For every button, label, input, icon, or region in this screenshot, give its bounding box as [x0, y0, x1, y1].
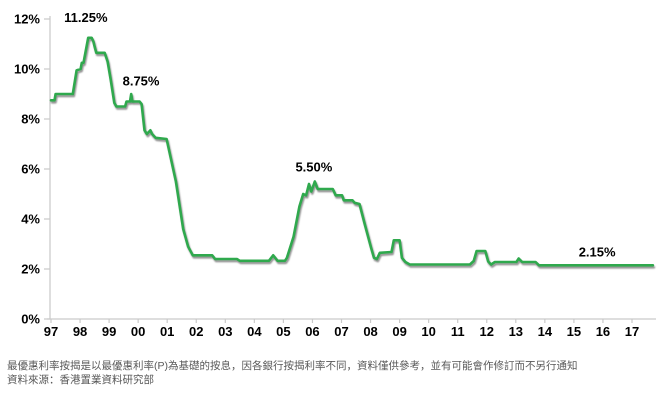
y-axis-label: 4%: [21, 212, 40, 227]
prime-rate-mortgage-line-group: [49, 36, 655, 267]
x-axis-label: 12: [480, 324, 494, 339]
annotation-label: 2.15%: [579, 244, 616, 259]
footnote-disclaimer: 最優惠利率按揭是以最優惠利率(P)為基礎的按息，因各銀行按揭利率不同，資料僅供參…: [7, 360, 578, 372]
x-axis-label: 99: [102, 324, 116, 339]
annotation-label: 11.25%: [64, 10, 108, 25]
x-axis-label: 09: [392, 324, 406, 339]
x-axis-label: 97: [44, 324, 58, 339]
x-axis-label: 17: [625, 324, 639, 339]
y-axis-label: 12%: [14, 12, 40, 27]
x-axis-label: 00: [131, 324, 145, 339]
x-axis-label: 06: [305, 324, 319, 339]
footnote-source: 資料來源：香港置業資料研究部: [7, 373, 154, 386]
x-axis-label: 02: [189, 324, 203, 339]
x-axis-label: 16: [596, 324, 610, 339]
y-axis-label: 6%: [21, 162, 40, 177]
footnote: 最優惠利率按揭是以最優惠利率(P)為基礎的按息，因各銀行按揭利率不同，資料僅供參…: [7, 360, 667, 387]
x-axis-label: 11: [451, 324, 465, 339]
y-axis-label: 8%: [21, 112, 40, 127]
x-axis-label: 01: [160, 324, 174, 339]
x-axis-label: 98: [73, 324, 87, 339]
y-axis-label: 2%: [21, 262, 40, 277]
x-axis-label: 10: [421, 324, 435, 339]
annotation-label: 5.50%: [295, 160, 332, 175]
annotation-label: 8.75%: [123, 74, 160, 89]
x-axis-label: 08: [363, 324, 377, 339]
prime-rate-mortgage-line: [49, 36, 655, 267]
y-axis-label: 0%: [21, 312, 40, 327]
y-axis-label: 10%: [14, 62, 40, 77]
x-axis-label: 05: [276, 324, 290, 339]
x-axis-label: 07: [334, 324, 348, 339]
x-axis-label: 14: [538, 324, 553, 339]
x-axis-label: 04: [247, 324, 262, 339]
x-axis-label: 03: [218, 324, 232, 339]
chart-plot-area: 0% 2% 4% 6% 8% 10% 12% 97 98 99 00 01 02 03 04 05 06 07 08…: [14, 10, 656, 339]
x-axis-label: 15: [567, 324, 581, 339]
x-axis-label: 13: [509, 324, 523, 339]
